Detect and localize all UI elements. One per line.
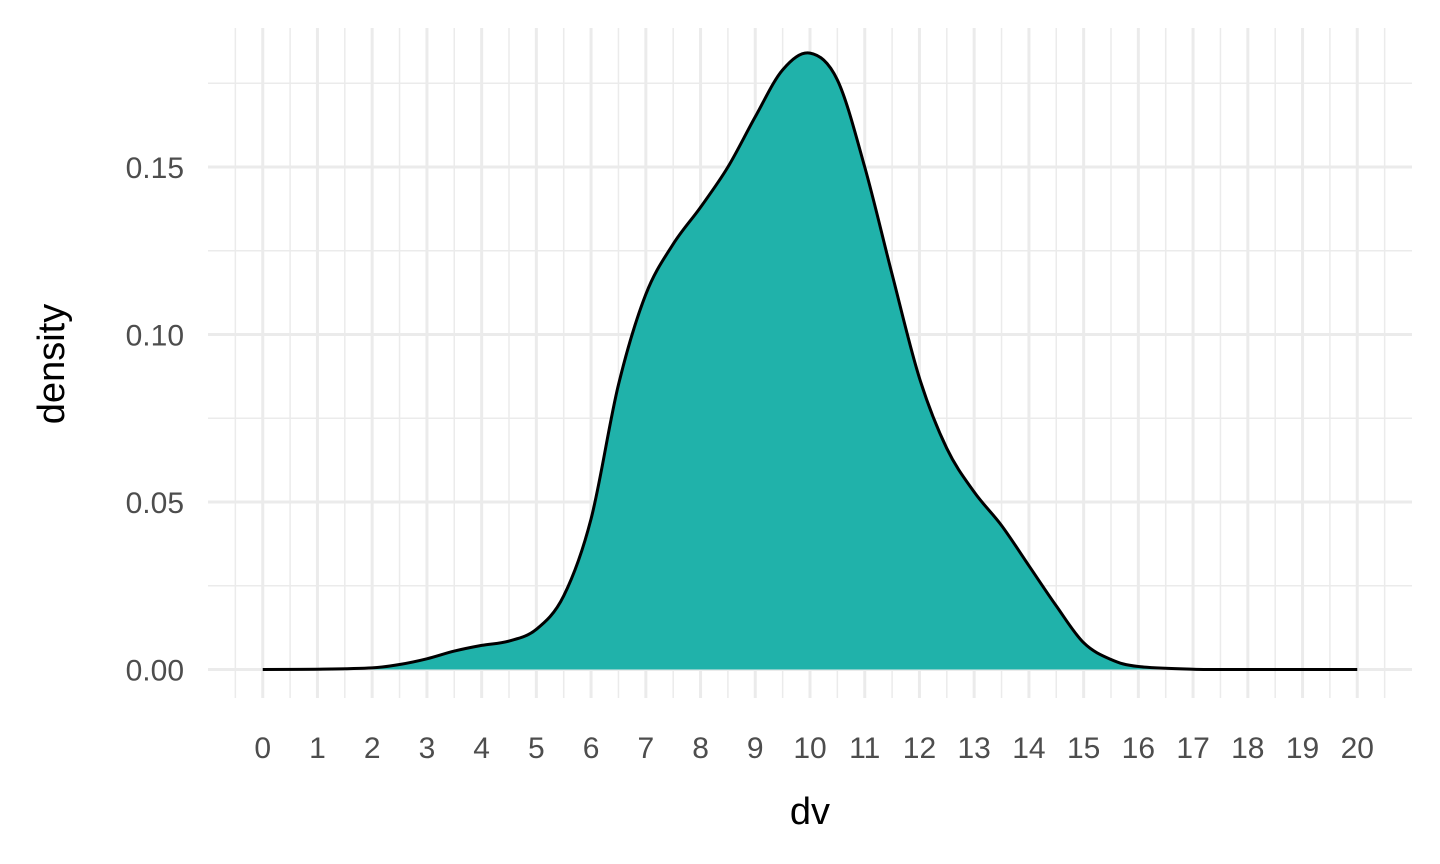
- x-tick-label: 17: [1176, 732, 1209, 765]
- x-tick-label: 10: [793, 732, 826, 765]
- x-axis: 0 1 2 3 4 5 6 7 8 9 10 11 12 13 14 15 16 17 18 19 20: [254, 732, 1374, 765]
- y-axis-title: density: [31, 304, 73, 424]
- density-area: [262, 52, 1358, 670]
- x-tick-label: 6: [583, 732, 600, 765]
- x-tick-label: 15: [1067, 732, 1100, 765]
- x-tick-label: 18: [1231, 732, 1264, 765]
- x-tick-label: 12: [903, 732, 936, 765]
- plot-area: [262, 51, 1358, 672]
- x-tick-label: 4: [473, 732, 490, 765]
- x-tick-label: 13: [957, 732, 990, 765]
- y-tick-label: 0.05: [126, 487, 184, 520]
- y-axis: 0.00 0.05 0.10 0.15: [126, 152, 184, 688]
- density-line: [262, 51, 1358, 672]
- x-tick-label: 11: [849, 732, 880, 765]
- x-tick-label: 5: [528, 732, 545, 765]
- x-tick-label: 1: [309, 732, 326, 765]
- y-tick-label: 0.10: [126, 320, 184, 353]
- x-tick-label: 2: [364, 732, 381, 765]
- x-tick-label: 3: [419, 732, 436, 765]
- x-tick-label: 20: [1341, 732, 1374, 765]
- x-tick-label: 14: [1012, 732, 1045, 765]
- x-tick-label: 0: [254, 732, 271, 765]
- x-tick-label: 7: [637, 732, 654, 765]
- x-tick-label: 19: [1286, 732, 1319, 765]
- x-axis-title: dv: [790, 791, 830, 833]
- y-tick-label: 0.00: [126, 655, 184, 688]
- x-tick-label: 8: [692, 732, 709, 765]
- y-tick-label: 0.15: [126, 152, 184, 185]
- x-tick-label: 9: [747, 732, 764, 765]
- x-tick-label: 16: [1122, 732, 1155, 765]
